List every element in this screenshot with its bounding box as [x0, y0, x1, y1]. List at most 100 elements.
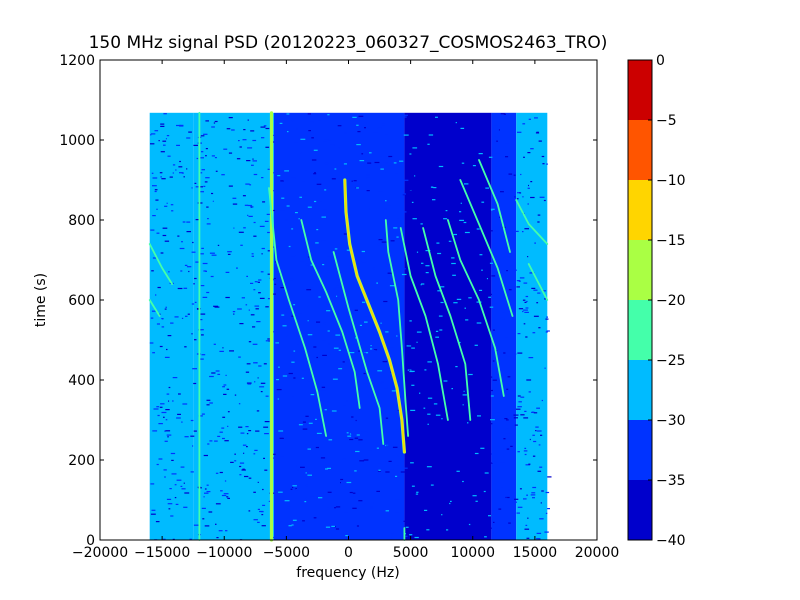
- noise-speck: [321, 389, 326, 391]
- noise-speck: [494, 303, 498, 305]
- noise-speck: [457, 532, 460, 535]
- noise-speck: [444, 214, 447, 216]
- noise-speck: [517, 192, 520, 194]
- noise-speck: [519, 488, 522, 490]
- noise-speck: [204, 488, 207, 490]
- x-tick-label: −15000: [134, 545, 190, 561]
- noise-speck: [276, 245, 280, 247]
- noise-speck: [201, 354, 206, 356]
- noise-speck: [522, 231, 524, 233]
- noise-speck: [523, 450, 528, 452]
- noise-speck: [535, 426, 539, 428]
- noise-speck: [261, 514, 264, 516]
- noise-speck: [403, 349, 405, 351]
- noise-speck: [356, 434, 360, 436]
- noise-speck: [211, 192, 214, 195]
- noise-speck: [510, 445, 513, 447]
- noise-speck: [525, 464, 531, 466]
- noise-speck: [526, 300, 528, 303]
- noise-speck: [155, 294, 157, 296]
- noise-speck: [508, 489, 510, 491]
- noise-speck: [206, 404, 210, 406]
- signal-trace-9: [332, 251, 385, 445]
- noise-speck: [305, 234, 309, 236]
- noise-speck: [513, 174, 516, 176]
- noise-speck: [263, 125, 267, 127]
- noise-speck: [447, 158, 451, 160]
- noise-speck: [272, 279, 277, 281]
- noise-speck: [259, 386, 265, 388]
- noise-speck: [416, 341, 418, 343]
- noise-speck: [425, 272, 429, 274]
- noise-speck: [253, 173, 258, 176]
- noise-speck: [373, 131, 378, 133]
- noise-speck: [307, 113, 311, 115]
- noise-speck: [279, 456, 284, 458]
- noise-speck: [477, 415, 481, 417]
- noise-speck: [241, 469, 246, 471]
- noise-speck: [444, 497, 447, 499]
- noise-speck: [470, 278, 472, 280]
- noise-speck: [460, 292, 462, 294]
- noise-speck: [183, 287, 188, 289]
- noise-speck: [447, 128, 452, 130]
- noise-speck: [360, 364, 364, 366]
- noise-speck: [373, 349, 378, 351]
- noise-speck: [272, 536, 278, 539]
- spectrogram-bands: [149, 112, 548, 541]
- noise-speck: [543, 199, 546, 202]
- noise-speck: [546, 316, 548, 318]
- noise-speck: [308, 530, 311, 532]
- noise-speck: [360, 501, 364, 503]
- noise-speck: [385, 510, 389, 512]
- noise-speck: [519, 192, 522, 194]
- noise-speck: [170, 322, 174, 324]
- noise-speck: [370, 348, 373, 350]
- noise-speck: [207, 443, 210, 445]
- noise-speck: [194, 182, 197, 184]
- noise-speck: [300, 260, 304, 262]
- noise-speck: [202, 262, 208, 265]
- noise-speck: [334, 168, 337, 170]
- noise-speck: [462, 201, 467, 203]
- noise-speck: [356, 525, 359, 527]
- noise-speck: [249, 184, 252, 186]
- noise-speck: [528, 463, 531, 465]
- noise-speck: [253, 235, 257, 237]
- noise-speck: [317, 143, 320, 145]
- noise-speck: [151, 509, 156, 511]
- noise-speck: [517, 352, 523, 354]
- noise-speck: [251, 253, 254, 255]
- noise-speck: [402, 194, 406, 196]
- noise-speck: [357, 257, 362, 259]
- noise-speck: [302, 421, 306, 423]
- noise-speck: [415, 434, 417, 436]
- noise-speck: [293, 304, 296, 306]
- noise-speck: [263, 363, 267, 365]
- noise-speck: [424, 369, 427, 371]
- noise-speck: [533, 440, 537, 443]
- noise-speck: [300, 152, 302, 154]
- noise-speck: [169, 176, 173, 178]
- noise-speck: [536, 430, 542, 432]
- noise-speck: [248, 430, 252, 432]
- noise-speck: [476, 409, 481, 411]
- noise-speck: [305, 472, 307, 474]
- noise-speck: [500, 317, 504, 319]
- noise-speck: [390, 240, 395, 242]
- noise-speck: [186, 231, 191, 233]
- noise-speck: [322, 381, 327, 383]
- noise-speck: [340, 478, 344, 481]
- noise-speck: [378, 308, 380, 310]
- noise-speck: [322, 354, 327, 356]
- noise-speck: [472, 208, 476, 210]
- noise-speck: [217, 435, 221, 437]
- noise-speck: [300, 466, 305, 468]
- noise-speck: [505, 337, 509, 339]
- noise-speck: [517, 131, 522, 133]
- noise-speck: [338, 147, 340, 149]
- noise-speck: [526, 537, 530, 539]
- noise-speck: [293, 350, 296, 352]
- noise-speck: [348, 265, 353, 267]
- noise-speck: [468, 364, 472, 366]
